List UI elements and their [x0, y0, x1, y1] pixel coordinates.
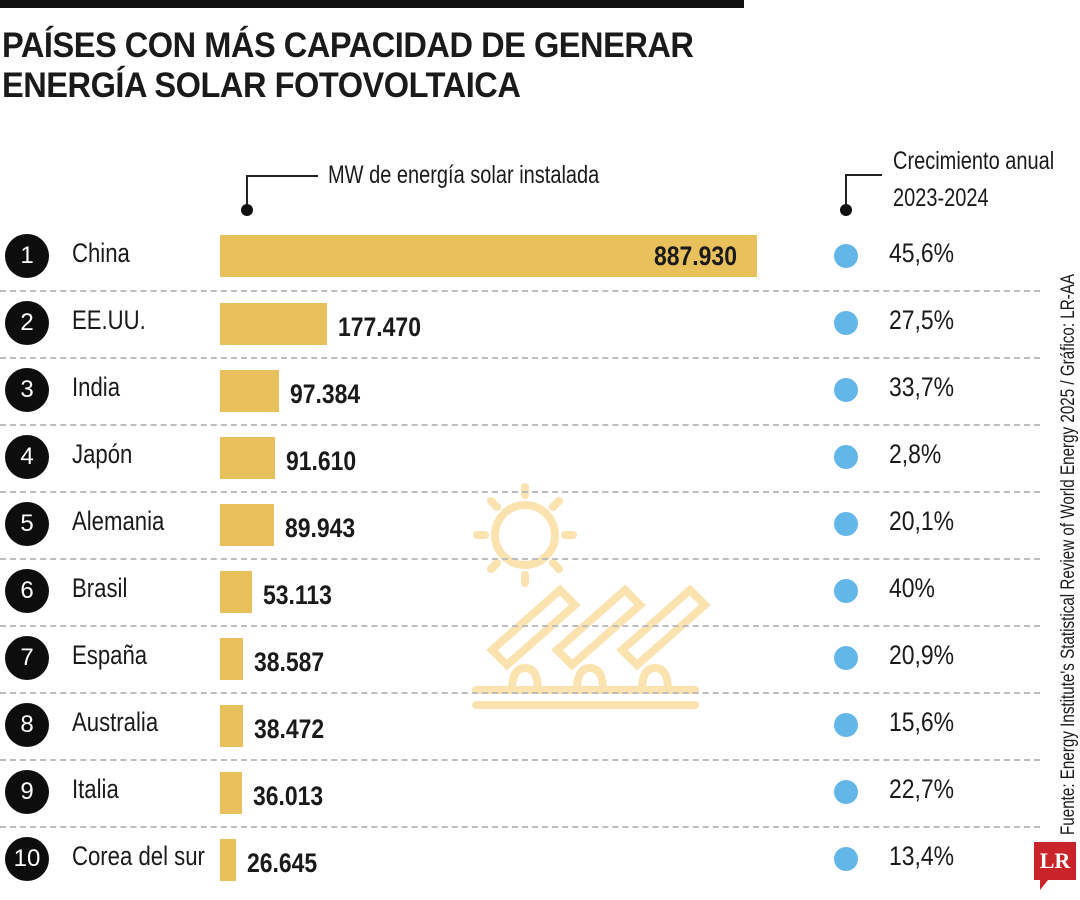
growth-dot: [834, 512, 858, 536]
country-label: Brasil: [72, 573, 128, 603]
growth-dot: [834, 713, 858, 737]
growth-dot: [834, 378, 858, 402]
value-label: 91.610: [286, 446, 357, 476]
growth-dot: [834, 646, 858, 670]
title-line-1: PAÍSES CON MÁS CAPACIDAD DE GENERAR: [2, 26, 694, 65]
bar: [220, 571, 253, 613]
chart-row: 7 España 38.587 20,9%: [0, 625, 1040, 692]
row-separator: [0, 558, 1040, 560]
growth-dot: [834, 847, 858, 871]
row-separator: [0, 692, 1040, 694]
growth-label: 33,7%: [889, 372, 955, 402]
country-label: India: [72, 372, 121, 402]
bar: [220, 504, 275, 546]
growth-label-pointer: [845, 174, 882, 210]
value-label: 887.930: [654, 241, 737, 271]
pointer-dot: [241, 204, 253, 216]
chart-row: 10 Corea del sur 26.645 13,4%: [0, 826, 1040, 893]
growth-label: 13,4%: [889, 841, 955, 871]
growth-dot: [834, 445, 858, 469]
title-line-2: ENERGÍA SOLAR FOTOVOLTAICA: [2, 66, 521, 105]
value-label: 38.587: [254, 647, 325, 677]
bar: [220, 303, 328, 345]
rank-badge: 9: [5, 770, 49, 814]
rank-badge: 3: [5, 368, 49, 412]
chart-row: 1 China 887.930 45,6%: [0, 223, 1040, 290]
bar: [220, 437, 276, 479]
rank-badge: 5: [5, 502, 49, 546]
sun-panel-icon: [472, 483, 711, 709]
growth-label: 27,5%: [889, 305, 955, 335]
growth-label: 22,7%: [889, 774, 955, 804]
country-label: Corea del sur: [72, 841, 205, 871]
row-separator: [0, 625, 1040, 627]
rank-badge: 1: [5, 234, 49, 278]
growth-dot: [834, 579, 858, 603]
growth-dot: [834, 311, 858, 335]
chart-row: 8 Australia 38.472 15,6%: [0, 692, 1040, 759]
bar: [220, 370, 279, 412]
pointer-dot: [840, 204, 852, 216]
chart-row: 5 Alemania 89.943 20,1%: [0, 491, 1040, 558]
growth-label-line-1: Crecimiento anual: [893, 147, 1055, 175]
country-label: Australia: [72, 707, 159, 737]
rank-badge: 4: [5, 435, 49, 479]
source-note: Fuente: Energy Institute's Statistical R…: [1058, 273, 1079, 836]
row-separator: [0, 357, 1040, 359]
rank-badge: 7: [5, 636, 49, 680]
row-separator: [0, 424, 1040, 426]
growth-dot: [834, 244, 858, 268]
country-label: EE.UU.: [72, 305, 146, 335]
country-label: España: [72, 640, 148, 670]
growth-label: 20,1%: [889, 506, 955, 536]
growth-label: 45,6%: [889, 238, 955, 268]
country-label: China: [72, 238, 130, 268]
growth-label: 15,6%: [889, 707, 955, 737]
value-label-pointer: [246, 175, 318, 210]
country-label: Alemania: [72, 506, 165, 536]
row-separator: [0, 826, 1040, 828]
rank-badge: 8: [5, 703, 49, 747]
country-label: Italia: [72, 774, 119, 804]
chart-row: 3 India 97.384 33,7%: [0, 357, 1040, 424]
value-axis-label: MW de energía solar instalada: [328, 161, 600, 189]
value-label: 89.943: [285, 513, 356, 543]
bar: [220, 839, 237, 881]
value-label: 177.470: [338, 312, 422, 342]
growth-label-line-2: 2023-2024: [893, 184, 989, 212]
chart-row: 2 EE.UU. 177.470 27,5%: [0, 290, 1040, 357]
chart-title: PAÍSES CON MÁS CAPACIDAD DE GENERAR ENER…: [2, 26, 746, 106]
value-label: 97.384: [289, 379, 361, 409]
row-separator: [0, 290, 1040, 292]
value-label: 26.645: [247, 848, 318, 878]
chart-row: 9 Italia 36.013 22,7%: [0, 759, 1040, 826]
bar: [220, 705, 244, 747]
rank-badge: 6: [5, 569, 49, 613]
growth-label: 40%: [889, 573, 935, 603]
growth-label: 20,9%: [889, 640, 955, 670]
rank-badge: 10: [5, 837, 49, 881]
top-bar: [0, 0, 744, 8]
value-label: 38.472: [254, 714, 325, 744]
chart-row: 6 Brasil 53.113 40%: [0, 558, 1040, 625]
value-label: 53.113: [263, 580, 333, 610]
bar: [220, 638, 244, 680]
country-label: Japón: [72, 439, 133, 469]
bar: [220, 772, 242, 814]
chart-row: 4 Japón 91.610 2,8%: [0, 424, 1040, 491]
value-label: 36.013: [252, 781, 323, 811]
row-separator: [0, 491, 1040, 493]
rank-badge: 2: [5, 301, 49, 345]
lr-logo: LR: [1034, 842, 1076, 890]
bar: [220, 235, 757, 277]
growth-dot: [834, 780, 858, 804]
growth-label: 2,8%: [889, 439, 942, 469]
row-separator: [0, 759, 1040, 761]
